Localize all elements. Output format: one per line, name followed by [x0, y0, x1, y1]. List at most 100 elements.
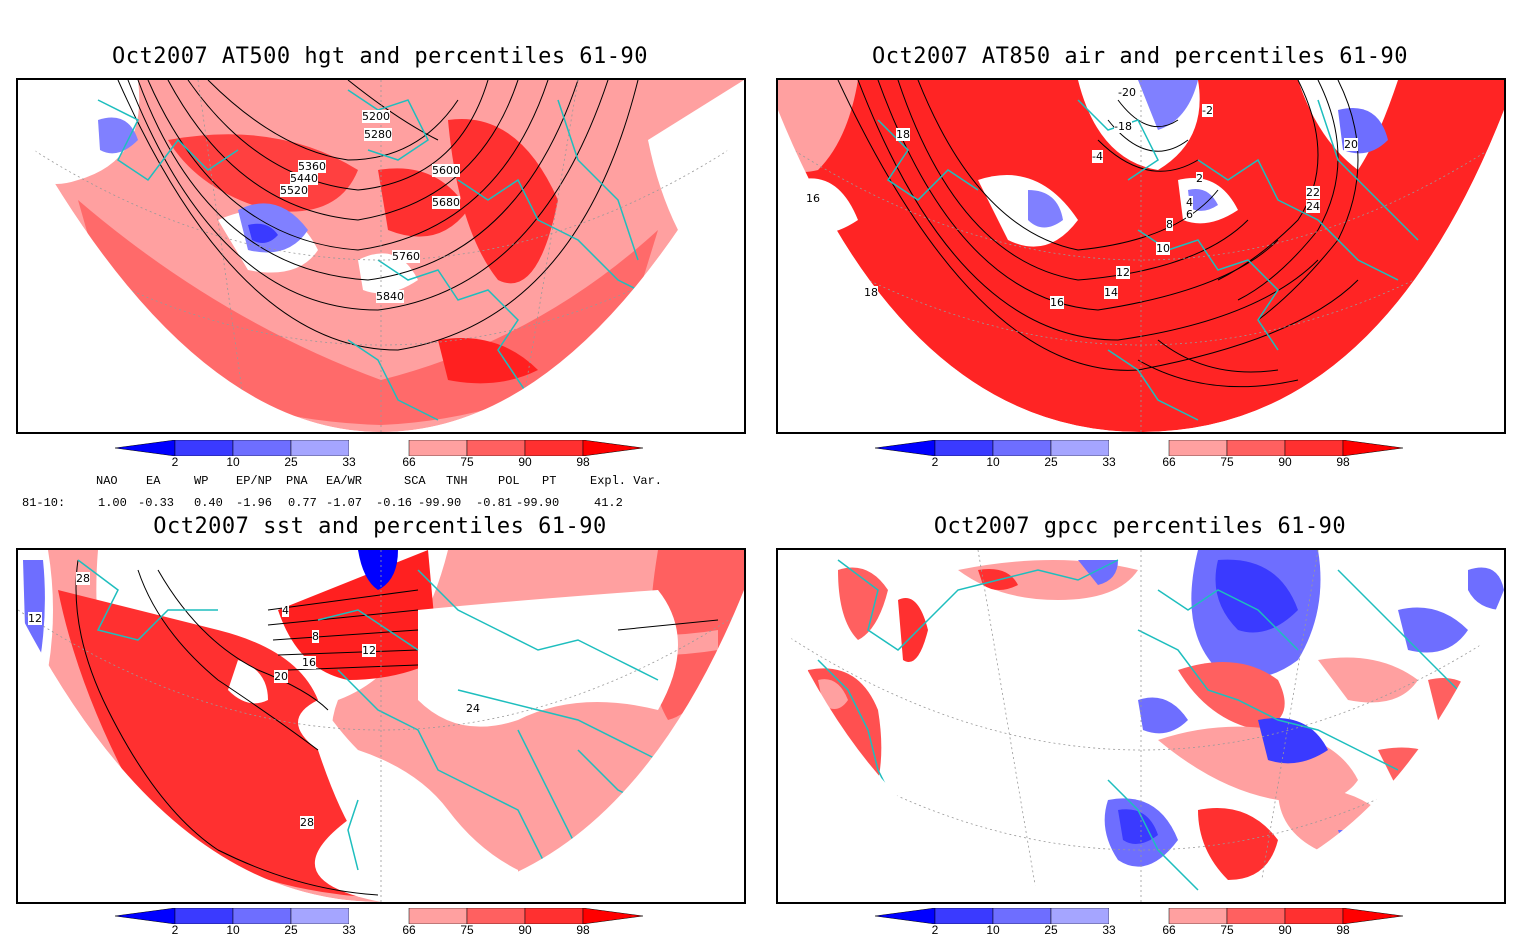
- colorbar-label: 66: [402, 455, 416, 469]
- colorbar-label: 33: [342, 455, 356, 469]
- colorbar-label: 98: [576, 455, 590, 469]
- contour-label: 24: [1306, 200, 1320, 213]
- colorbar-label: 90: [518, 455, 532, 469]
- contour-label: -2: [1202, 104, 1213, 117]
- contour-label: 18: [896, 128, 910, 141]
- contour-label: 5840: [376, 290, 404, 303]
- colorbar-label: 10: [226, 923, 240, 937]
- panel-title-gpcc: Oct2007 gpcc percentiles 61-90: [933, 514, 1347, 539]
- index-value: -0.81: [476, 496, 513, 510]
- colorbar-label: 25: [284, 455, 298, 469]
- index-header: EP/NP: [236, 474, 273, 488]
- index-value: 0.40: [194, 496, 223, 510]
- contour-label: 5360: [298, 160, 326, 173]
- colorbar-label: 98: [1336, 923, 1350, 937]
- panel-title-hgt500: Oct2007 AT500 hgt and percentiles 61-90: [111, 44, 649, 69]
- index-row-label: 81-10:: [22, 496, 66, 510]
- colorbar-swatches: [114, 907, 644, 925]
- colorbar-bottom-right: 2 10 25 33 66 75 90 98: [874, 907, 1415, 942]
- colorbar-label: 2: [171, 923, 179, 937]
- index-header: WP: [194, 474, 209, 488]
- contour-label: 24: [466, 702, 480, 715]
- colorbar-swatches: [874, 439, 1404, 457]
- index-value: -99.90: [516, 496, 560, 510]
- colorbar-label: 66: [1162, 923, 1176, 937]
- colorbar-swatches: [874, 907, 1404, 925]
- colorbar-label: 90: [518, 923, 532, 937]
- colorbar-label: 75: [1220, 923, 1234, 937]
- contour-label: 12: [1116, 266, 1130, 279]
- colorbar-label: 75: [1220, 455, 1234, 469]
- index-value: 0.77: [288, 496, 317, 510]
- map-air850-svg: [778, 80, 1504, 432]
- colorbar-label: 33: [1102, 455, 1116, 469]
- index-value: -1.96: [236, 496, 273, 510]
- colorbar-label: 66: [1162, 455, 1176, 469]
- colorbar-label: 2: [931, 923, 939, 937]
- map-hgt500-svg: [18, 80, 744, 432]
- panel-title-air850: Oct2007 AT850 air and percentiles 61-90: [871, 44, 1409, 69]
- index-header: Expl. Var.: [590, 474, 663, 488]
- index-header: POL: [498, 474, 520, 488]
- colorbar-label: 2: [171, 455, 179, 469]
- colorbar-label: 75: [460, 923, 474, 937]
- contour-label: 16: [806, 192, 820, 205]
- contour-label: 16: [302, 656, 316, 669]
- colorbar-label: 10: [986, 455, 1000, 469]
- colorbar-label: 66: [402, 923, 416, 937]
- map-gpcc-svg: [778, 550, 1504, 902]
- colorbar-label: 75: [460, 455, 474, 469]
- index-value: 1.00: [98, 496, 127, 510]
- colorbar-top-right: 2 10 25 33 66 75 90 98: [874, 439, 1415, 474]
- colorbar-bottom-left: 2 10 25 33 66 75 90 98: [114, 907, 655, 942]
- colorbar-label: 10: [986, 923, 1000, 937]
- contour-label: 5200: [362, 110, 390, 123]
- colorbar-label: 98: [1336, 455, 1350, 469]
- contour-label: -20: [1118, 86, 1136, 99]
- colorbar-label: 25: [1044, 923, 1058, 937]
- contour-label: -4: [1092, 150, 1103, 163]
- contour-label: 5680: [432, 196, 460, 209]
- contour-label: 8: [312, 630, 319, 643]
- index-value: -0.16: [376, 496, 413, 510]
- index-value: 41.2: [594, 496, 623, 510]
- index-header: PT: [542, 474, 557, 488]
- contour-label: 8: [1166, 218, 1173, 231]
- contour-label: 20: [274, 670, 288, 683]
- teleconnection-index-table: NAO EA WP EP/NP PNA EA/WR SCA TNH POL PT…: [0, 474, 760, 514]
- panel-title-sst: Oct2007 sst and percentiles 61-90: [153, 514, 607, 539]
- contour-label: 2: [1196, 172, 1203, 185]
- contour-label: 12: [28, 612, 42, 625]
- colorbar-label: 2: [931, 455, 939, 469]
- map-gpcc: [776, 548, 1506, 904]
- contour-label: 16: [1050, 296, 1064, 309]
- contour-label: 6: [1186, 208, 1193, 221]
- index-header: EA: [146, 474, 161, 488]
- contour-label: 28: [76, 572, 90, 585]
- colorbar-label: 33: [1102, 923, 1116, 937]
- index-value: -1.07: [326, 496, 363, 510]
- contour-label: 5600: [432, 164, 460, 177]
- index-header: SCA: [404, 474, 426, 488]
- colorbar-top-left: 2 10 25 33 66 75 90 98: [114, 439, 655, 474]
- contour-label: 5760: [392, 250, 420, 263]
- colorbar-swatches: [114, 439, 644, 457]
- index-header: NAO: [96, 474, 118, 488]
- index-value: -0.33: [138, 496, 175, 510]
- colorbar-label: 10: [226, 455, 240, 469]
- map-air850: [776, 78, 1506, 434]
- contour-label: 18: [864, 286, 878, 299]
- colorbar-label: 90: [1278, 923, 1292, 937]
- index-header: EA/WR: [326, 474, 363, 488]
- index-value: -99.90: [418, 496, 462, 510]
- contour-label: -18: [1114, 120, 1132, 133]
- colorbar-label: 98: [576, 923, 590, 937]
- contour-label: 5520: [280, 184, 308, 197]
- colorbar-label: 90: [1278, 455, 1292, 469]
- contour-label: 5440: [290, 172, 318, 185]
- map-sst-svg: [18, 550, 744, 902]
- colorbar-label: 25: [1044, 455, 1058, 469]
- map-sst: [16, 548, 746, 904]
- contour-label: 12: [362, 644, 376, 657]
- contour-label: 10: [1156, 242, 1170, 255]
